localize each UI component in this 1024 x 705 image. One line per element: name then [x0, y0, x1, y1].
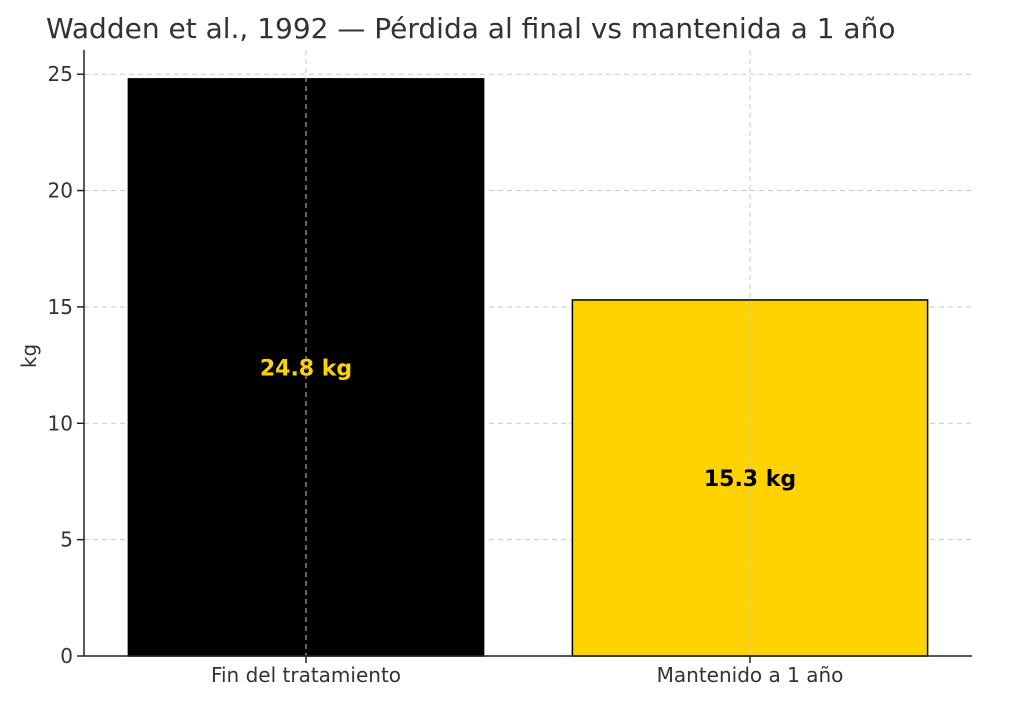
bar-labels: 24.8 kg 15.3 kg [260, 356, 796, 492]
axes: 0 5 10 15 20 25 Fin del tratamiento Mantenido a… [48, 50, 972, 687]
y-tick-label: 25 [48, 62, 73, 86]
y-tick-label: 20 [48, 179, 73, 203]
x-tick-label: Mantenido a 1 año [657, 663, 844, 687]
chart-title: Wadden et al., 1992 — Pérdida al final v… [46, 12, 895, 45]
bar-value-label: 15.3 kg [704, 467, 796, 492]
y-tick-label: 0 [60, 644, 73, 668]
y-axis-label: kg [17, 344, 41, 368]
y-tick-label: 10 [48, 411, 73, 435]
bars [127, 78, 929, 657]
y-tick-label: 5 [60, 528, 73, 552]
x-tick-label: Fin del tratamiento [211, 663, 401, 687]
vertical-grid [305, 50, 751, 656]
y-tick-label: 15 [48, 295, 73, 319]
bar-value-label: 24.8 kg [260, 356, 352, 381]
